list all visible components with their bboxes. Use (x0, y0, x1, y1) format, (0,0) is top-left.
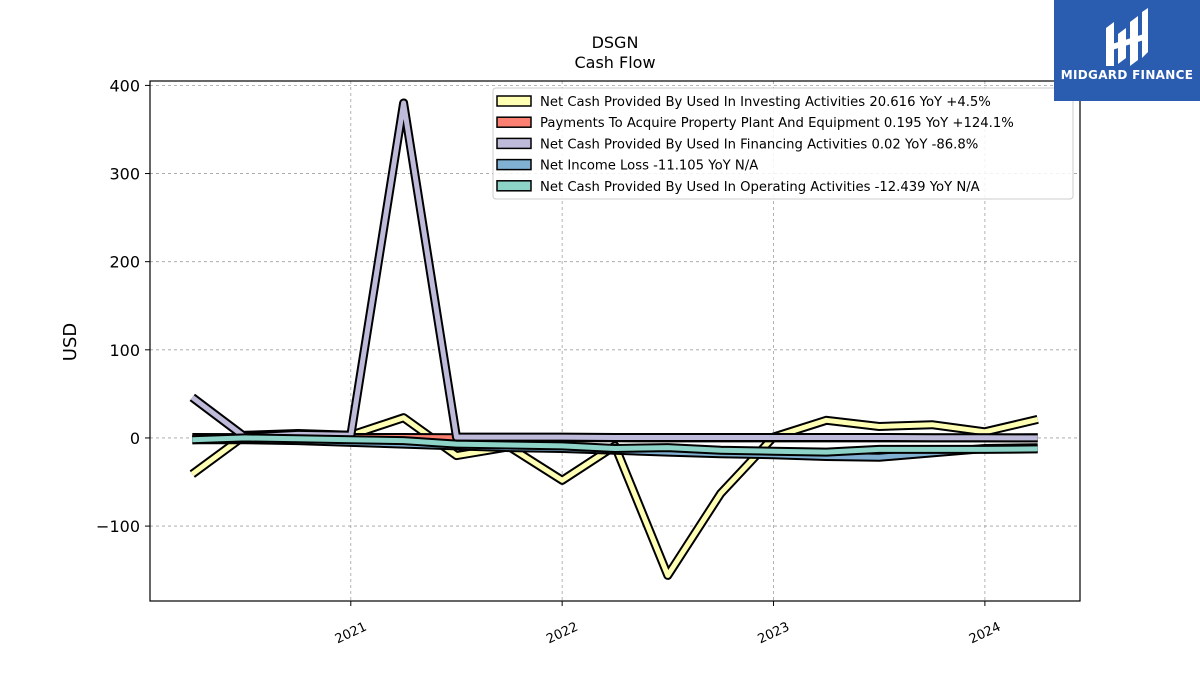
x-tick-label: 2022 (544, 620, 580, 648)
chart-title: DSGN (592, 33, 639, 52)
y-tick-label: 300 (109, 165, 140, 184)
midgard-logo-icon (1102, 8, 1152, 68)
y-tick-label: −100 (96, 517, 140, 536)
y-axis-label: USD (60, 323, 81, 361)
midgard-finance-logo: MIDGARD FINANCE (1054, 0, 1200, 101)
y-axis-ticks: −100 0 100 200 300 400 (96, 76, 150, 536)
legend-label: Net Cash Provided By Used In Operating A… (540, 180, 980, 195)
x-tick-label: 2021 (333, 620, 369, 648)
x-tick-label: 2024 (967, 620, 1003, 648)
legend-swatch (497, 117, 531, 127)
chart-subtitle: Cash Flow (574, 53, 655, 72)
legend-label: Payments To Acquire Property Plant And E… (540, 116, 1014, 131)
legend-label: Net Cash Provided By Used In Financing A… (540, 137, 978, 152)
y-tick-label: 100 (109, 341, 140, 360)
legend-swatch (497, 160, 531, 170)
legend-swatch (497, 181, 531, 191)
y-tick-label: 200 (109, 253, 140, 272)
legend-swatch (497, 96, 531, 106)
x-tick-label: 2023 (756, 620, 792, 648)
legend-label: Net Cash Provided By Used In Investing A… (540, 95, 991, 110)
legend-swatch (497, 138, 531, 148)
y-tick-label: 400 (109, 76, 140, 95)
y-tick-label: 0 (130, 429, 140, 448)
logo-text: MIDGARD FINANCE (1054, 68, 1200, 82)
legend: Net Cash Provided By Used In Investing A… (493, 88, 1073, 199)
x-axis-ticks: 2021 2022 2023 2024 (333, 601, 1003, 647)
legend-label: Net Income Loss -11.105 YoY N/A (540, 159, 758, 174)
